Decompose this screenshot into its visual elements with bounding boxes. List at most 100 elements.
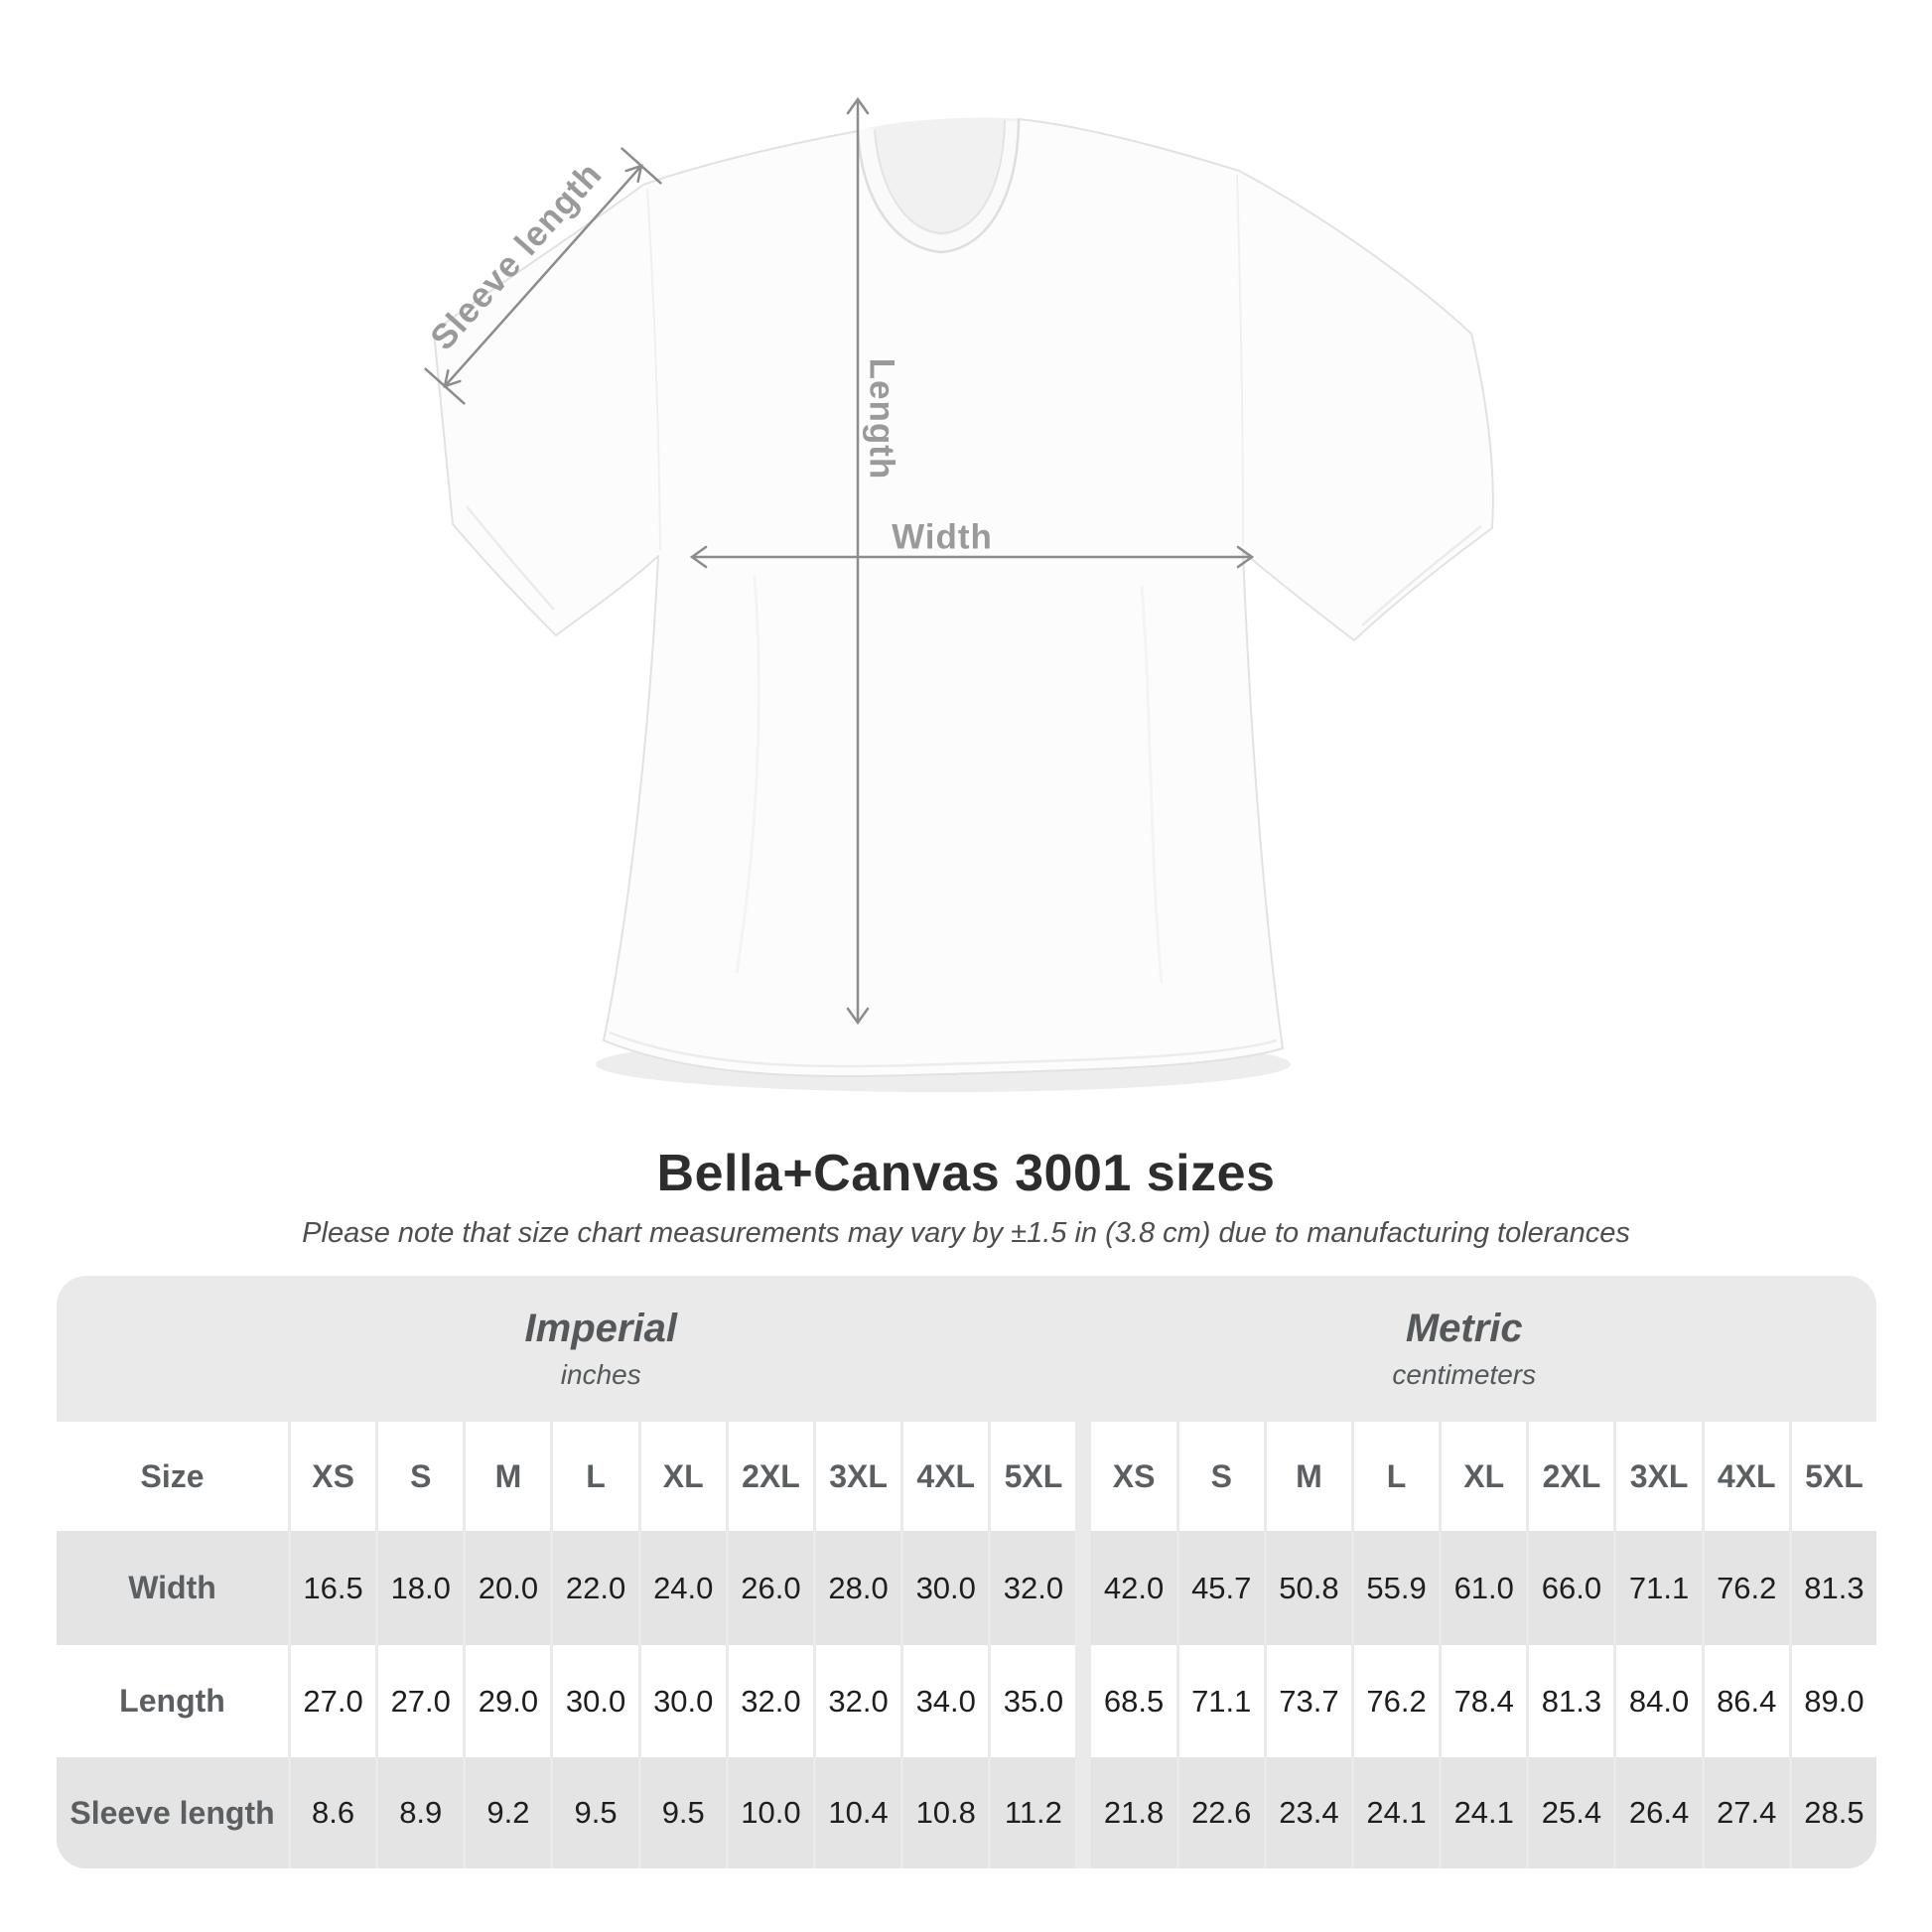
size-header-cell: XS (291, 1422, 376, 1531)
size-header-cell: XS (1091, 1422, 1176, 1531)
measurement-cell: 27.0 (291, 1645, 376, 1757)
length-label: Length (863, 358, 901, 481)
width-label: Width (892, 518, 993, 557)
measurement-cell: 30.0 (640, 1645, 726, 1757)
measurement-cell: 86.4 (1704, 1645, 1789, 1757)
imperial-section-title: Imperial (524, 1307, 677, 1350)
measurement-cell: 8.6 (291, 1757, 376, 1868)
measurement-cell: 9.5 (553, 1757, 638, 1868)
shirt-left-sleeve-seam (646, 188, 661, 551)
shirt-wrinkle-left (735, 575, 760, 974)
measurement-cell: 18.0 (378, 1531, 464, 1645)
measurement-cell: 61.0 (1442, 1531, 1527, 1645)
measurement-cell: 28.5 (1791, 1757, 1876, 1868)
section-divider (1078, 1531, 1088, 1645)
page-subtitle: Please note that size chart measurements… (302, 1217, 1630, 1249)
shirt-body (433, 118, 1494, 1078)
measurement-cell: 10.4 (815, 1757, 901, 1868)
size-header-cell: S (378, 1422, 464, 1531)
measurement-cell: 76.2 (1353, 1645, 1440, 1757)
measurement-cell: 24.1 (1442, 1757, 1527, 1868)
length-arrow (846, 96, 870, 1026)
measurement-cell: 20.0 (466, 1531, 551, 1645)
page-title: Bella+Canvas 3001 sizes (656, 1145, 1276, 1202)
measurement-cell: 50.8 (1266, 1531, 1351, 1645)
size-header-cell: XL (640, 1422, 726, 1531)
measurement-cell: 16.5 (291, 1531, 376, 1645)
size-header-cell: M (1266, 1422, 1351, 1531)
sleeve-length-arrow (424, 147, 662, 405)
measurement-cell: 24.0 (640, 1531, 726, 1645)
tshirt-diagram: Sleeve length Length Width (423, 96, 1494, 1092)
measurement-cell: 25.4 (1529, 1757, 1614, 1868)
size-header-cell: 3XL (815, 1422, 901, 1531)
measurement-cell: 11.2 (991, 1757, 1076, 1868)
measurement-cell: 76.2 (1704, 1531, 1789, 1645)
metric-section-title: Metric (1405, 1307, 1523, 1350)
measurement-cell: 26.0 (728, 1531, 813, 1645)
section-divider (1078, 1422, 1088, 1531)
measurement-cell: 24.1 (1353, 1757, 1440, 1868)
measurement-cell: 28.0 (815, 1531, 901, 1645)
shirt-right-sleeve-seam (1236, 174, 1244, 547)
size-header-cell: 4XL (903, 1422, 989, 1531)
size-header-cell: 2XL (728, 1422, 813, 1531)
measurement-cell: 73.7 (1266, 1645, 1351, 1757)
measurement-cell: 32.0 (815, 1645, 901, 1757)
imperial-section-header: Imperial inches (57, 1276, 1076, 1422)
measurement-cell: 9.2 (466, 1757, 551, 1868)
measurement-cell: 8.9 (378, 1757, 464, 1868)
size-table-grid: Size XS S M L XL 2XL 3XL 4XL 5XL XS S M L XL 2XL 3XL 4XL 5… (57, 1422, 1876, 1868)
section-divider (1078, 1645, 1088, 1757)
measurement-cell: 68.5 (1091, 1645, 1176, 1757)
metric-section-header: Metric centimeters (1092, 1276, 1877, 1422)
metric-section-unit: centimeters (1392, 1359, 1537, 1390)
size-header-cell: 4XL (1704, 1422, 1789, 1531)
measurement-cell: 30.0 (553, 1645, 638, 1757)
measurement-cell: 71.1 (1178, 1645, 1264, 1757)
measurement-cell: 66.0 (1529, 1531, 1614, 1645)
measurement-cell: 22.0 (553, 1531, 638, 1645)
shirt-left-cuff-fold (466, 505, 555, 611)
measurement-cell: 45.7 (1178, 1531, 1264, 1645)
measurement-cell: 10.0 (728, 1757, 813, 1868)
measurement-cell: 9.5 (640, 1757, 726, 1868)
shirt-collar-band (858, 120, 1020, 252)
measurement-cell: 81.3 (1791, 1531, 1876, 1645)
size-header-cell: 5XL (1791, 1422, 1876, 1531)
measurement-cell: 26.4 (1616, 1757, 1702, 1868)
measurement-cell: 27.0 (378, 1645, 464, 1757)
measurement-cell: 22.6 (1178, 1757, 1264, 1868)
measurement-cell: 32.0 (728, 1645, 813, 1757)
row-label-cell: Width (57, 1531, 288, 1645)
measurement-cell: 29.0 (466, 1645, 551, 1757)
shirt-hem-stitch (609, 1031, 1278, 1068)
measurement-cell: 10.8 (903, 1757, 989, 1868)
size-header-cell: 5XL (991, 1422, 1076, 1531)
measurement-cell: 84.0 (1616, 1645, 1702, 1757)
measurement-cell: 89.0 (1791, 1645, 1876, 1757)
measurement-cell: 78.4 (1442, 1645, 1527, 1757)
size-header-cell: M (466, 1422, 551, 1531)
measurement-cell: 42.0 (1091, 1531, 1176, 1645)
measurement-cell: 35.0 (991, 1645, 1076, 1757)
size-header-cell: L (1353, 1422, 1440, 1531)
shirt-right-cuff-fold (1361, 525, 1482, 626)
shirt-collar-outer-rim (856, 118, 1021, 254)
size-header-cell: 3XL (1616, 1422, 1702, 1531)
measurement-cell: 34.0 (903, 1645, 989, 1757)
size-table-card: Imperial inches Metric centimeters Size X… (57, 1276, 1876, 1868)
row-label-cell: Length (57, 1645, 288, 1757)
size-header-cell: 2XL (1529, 1422, 1614, 1531)
shirt-wrinkle-right (1140, 585, 1164, 984)
measurement-cell: 21.8 (1091, 1757, 1176, 1868)
imperial-section-unit: inches (560, 1359, 641, 1390)
measurement-cell: 55.9 (1353, 1531, 1440, 1645)
size-header-cell: S (1178, 1422, 1264, 1531)
size-header-cell: XL (1442, 1422, 1527, 1531)
shirt-collar-inner-rim (874, 119, 1006, 235)
measurement-cell: 81.3 (1529, 1645, 1614, 1757)
measurement-cell: 23.4 (1266, 1757, 1351, 1868)
measurement-cell: 30.0 (903, 1531, 989, 1645)
